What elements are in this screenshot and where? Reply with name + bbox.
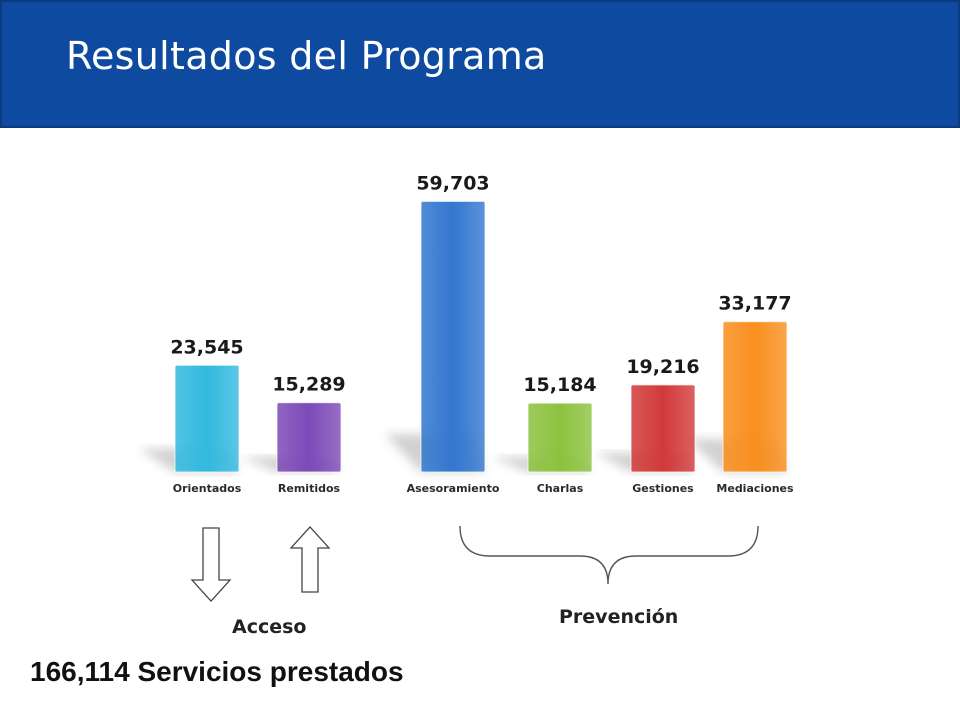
- category-label-gestiones: Gestiones: [632, 482, 694, 495]
- curly-brace-icon: [459, 525, 759, 585]
- bar-charlas: [527, 402, 593, 473]
- bar-gestiones: [630, 384, 696, 473]
- bar-asesoramiento: [420, 200, 486, 473]
- value-label-asesoramiento: 59,703: [416, 172, 489, 194]
- bar-mediaciones: [722, 320, 788, 473]
- value-label-charlas: 15,184: [523, 374, 596, 396]
- summary-total: 166,114 Servicios prestados: [30, 656, 404, 687]
- category-label-remitidos: Remitidos: [278, 482, 341, 495]
- category-label-orientados: Orientados: [173, 482, 242, 495]
- bar-orientados: [174, 364, 240, 473]
- acceso-label: Acceso: [232, 616, 307, 638]
- category-label-asesoramiento: Asesoramiento: [407, 482, 500, 495]
- title-bar: Resultados del Programa: [0, 0, 960, 128]
- down-arrow-icon: [190, 527, 232, 602]
- bar-remitidos: [276, 402, 342, 473]
- up-arrow-icon: [289, 526, 331, 593]
- value-label-mediaciones: 33,177: [718, 293, 791, 315]
- value-label-orientados: 23,545: [170, 336, 243, 358]
- prevencion-label: Prevención: [559, 606, 679, 628]
- category-label-mediaciones: Mediaciones: [716, 482, 794, 495]
- page-title: Resultados del Programa: [66, 34, 547, 78]
- value-label-remitidos: 15,289: [272, 374, 345, 396]
- value-label-gestiones: 19,216: [626, 356, 699, 378]
- category-label-charlas: Charlas: [537, 482, 584, 495]
